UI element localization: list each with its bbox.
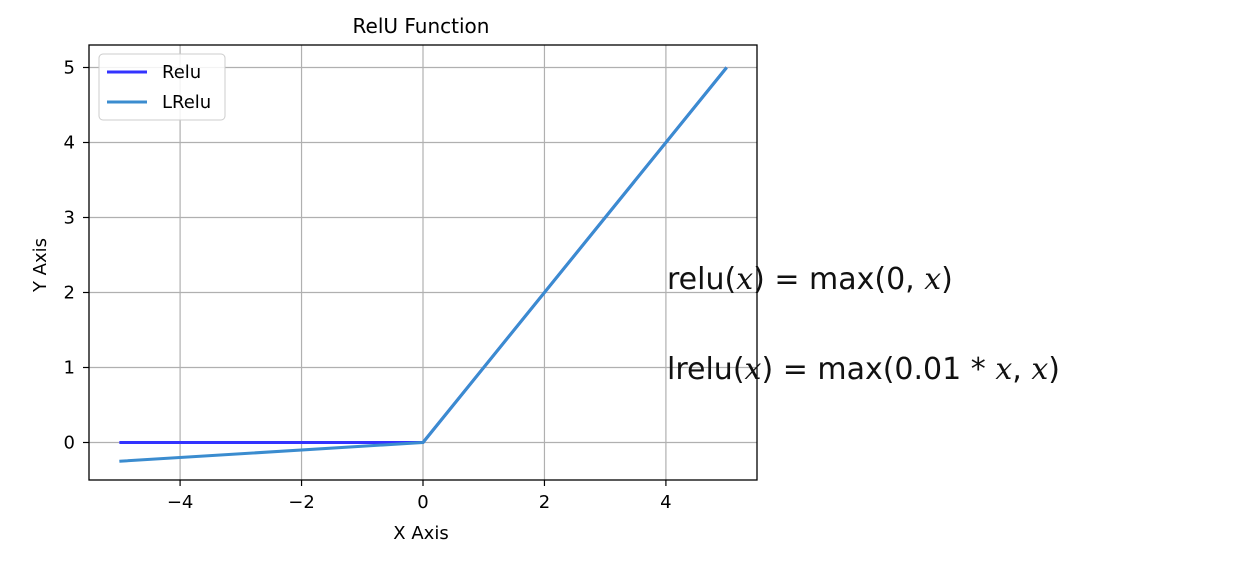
- relu-formula-var: x: [736, 262, 754, 297]
- lrelu-formula-var: x: [744, 352, 762, 387]
- series-line-lrelu: [119, 66, 728, 463]
- legend: Relu LRelu: [98, 53, 226, 121]
- x-tick-label: 0: [417, 492, 428, 513]
- legend-label-relu: Relu: [162, 62, 201, 83]
- y-tick-label: 0: [64, 433, 75, 454]
- y-axis-label: Y Axis: [30, 238, 51, 293]
- x-axis-label: X Axis: [393, 523, 448, 544]
- x-tick-label: 4: [660, 492, 671, 513]
- x-tick-label: 2: [539, 492, 550, 513]
- relu-formula-var2: x: [924, 262, 942, 297]
- x-tick-label: −2: [288, 492, 315, 513]
- lrelu-formula-rest: ) = max(0.01 *: [761, 352, 996, 387]
- y-ticks: 0 1 2 3 4 5: [64, 58, 89, 454]
- lrelu-formula-func: lrelu(: [667, 352, 745, 387]
- y-tick-label: 5: [64, 58, 75, 79]
- relu-formula: relu(x) = max(0, x): [667, 262, 953, 297]
- legend-label-lrelu: LRelu: [162, 92, 211, 113]
- relu-formula-end: ): [941, 262, 953, 297]
- lrelu-formula: lrelu(x) = max(0.01 * x, x): [667, 352, 1060, 387]
- y-tick-label: 4: [64, 133, 75, 154]
- x-tick-label: −4: [167, 492, 194, 513]
- chart-title: RelU Function: [353, 14, 490, 38]
- lrelu-formula-var3: x: [1031, 352, 1049, 387]
- y-tick-label: 1: [64, 358, 75, 379]
- relu-formula-func: relu(: [667, 262, 737, 297]
- lrelu-formula-end: ): [1048, 352, 1060, 387]
- y-tick-label: 2: [64, 283, 75, 304]
- y-tick-label: 3: [64, 208, 75, 229]
- x-ticks: −4 −2 0 2 4: [167, 480, 672, 513]
- lrelu-formula-var2: x: [995, 352, 1013, 387]
- relu-formula-rest: ) = max(0,: [753, 262, 925, 297]
- series-lines: [119, 66, 728, 463]
- lrelu-formula-sep: ,: [1012, 352, 1032, 387]
